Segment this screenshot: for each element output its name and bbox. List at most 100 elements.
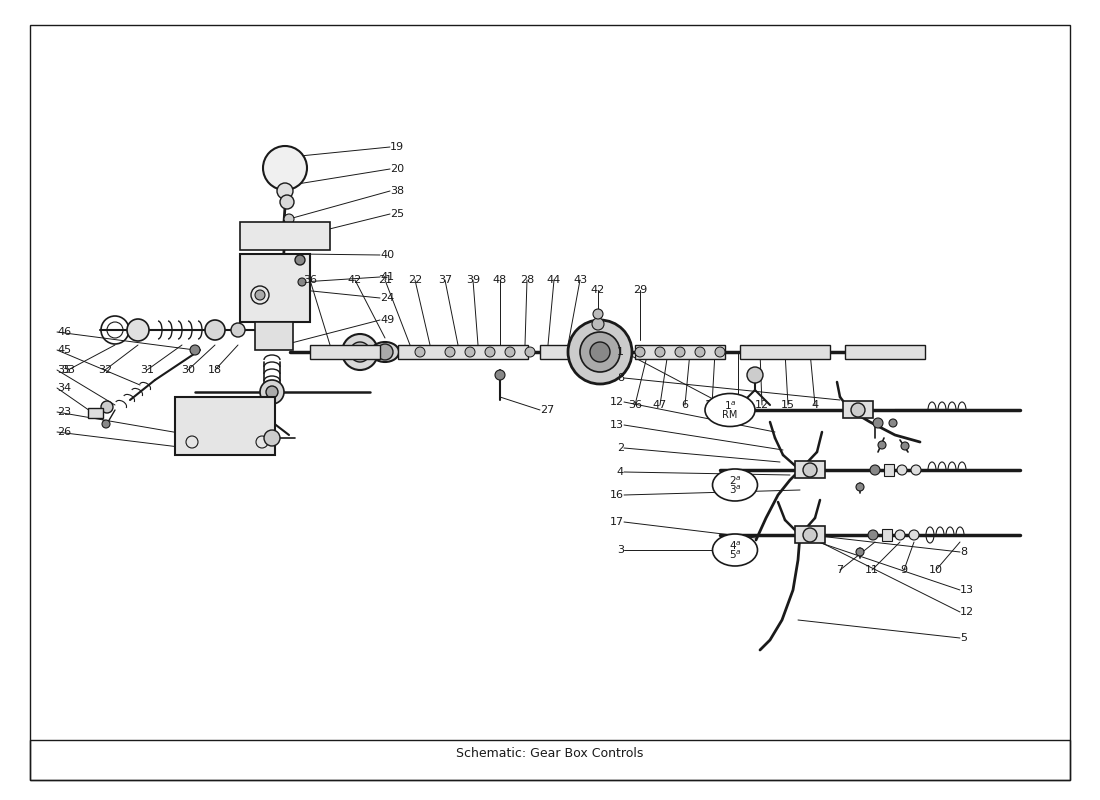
Circle shape	[505, 347, 515, 357]
Text: 21: 21	[378, 275, 392, 285]
Circle shape	[695, 347, 705, 357]
Circle shape	[377, 344, 393, 360]
Bar	[398, 345, 528, 359]
Text: 41: 41	[379, 272, 394, 282]
Text: $3^a$: $3^a$	[728, 484, 741, 496]
Text: 45: 45	[57, 345, 72, 355]
Bar	[310, 345, 380, 359]
Circle shape	[101, 401, 113, 413]
Text: 1: 1	[617, 347, 624, 357]
Circle shape	[415, 347, 425, 357]
Circle shape	[911, 465, 921, 475]
Text: 27: 27	[540, 405, 554, 415]
Text: 12: 12	[960, 607, 975, 617]
Circle shape	[909, 530, 918, 540]
Bar	[740, 345, 830, 359]
Circle shape	[878, 441, 886, 449]
Circle shape	[260, 380, 284, 404]
Circle shape	[350, 342, 370, 362]
Text: 44: 44	[547, 275, 561, 285]
Bar	[882, 529, 892, 541]
Text: 30: 30	[182, 365, 195, 375]
Text: 25: 25	[390, 209, 404, 219]
Circle shape	[901, 442, 909, 450]
Circle shape	[298, 278, 306, 286]
Circle shape	[284, 214, 294, 224]
Text: 9: 9	[901, 565, 908, 575]
Text: 12: 12	[609, 397, 624, 407]
Text: 3: 3	[617, 545, 624, 555]
Text: 28: 28	[520, 275, 535, 285]
Circle shape	[266, 386, 278, 398]
Bar	[843, 401, 873, 418]
Text: 12: 12	[755, 400, 769, 410]
Circle shape	[889, 419, 896, 427]
Ellipse shape	[705, 394, 755, 426]
Bar	[175, 397, 275, 455]
Text: $5^a$: $5^a$	[728, 549, 741, 562]
Text: 20: 20	[390, 164, 404, 174]
Text: 17: 17	[609, 517, 624, 527]
Text: 8: 8	[960, 547, 967, 557]
Circle shape	[896, 465, 907, 475]
Circle shape	[675, 347, 685, 357]
Text: 14: 14	[705, 400, 719, 410]
Ellipse shape	[713, 469, 758, 501]
Circle shape	[856, 548, 864, 556]
Text: 36: 36	[628, 400, 642, 410]
Text: 39: 39	[466, 275, 480, 285]
Bar	[884, 464, 894, 476]
Text: 32: 32	[98, 365, 112, 375]
Circle shape	[295, 255, 305, 265]
Text: 40: 40	[379, 250, 394, 260]
Bar	[88, 408, 103, 418]
Text: 26: 26	[57, 427, 72, 437]
Text: 38: 38	[390, 186, 404, 196]
Circle shape	[590, 342, 610, 362]
Text: 31: 31	[140, 365, 154, 375]
Circle shape	[592, 318, 604, 330]
Circle shape	[851, 403, 865, 417]
Circle shape	[593, 309, 603, 319]
Circle shape	[803, 528, 817, 542]
Circle shape	[280, 195, 294, 209]
Circle shape	[231, 323, 245, 337]
Text: 5: 5	[960, 633, 967, 643]
Bar	[795, 461, 825, 478]
Circle shape	[102, 420, 110, 428]
Text: 13: 13	[732, 400, 745, 410]
Text: 16: 16	[610, 490, 624, 500]
Circle shape	[654, 347, 666, 357]
Circle shape	[342, 334, 378, 370]
Text: 33: 33	[60, 365, 75, 375]
Text: 4: 4	[617, 467, 624, 477]
Circle shape	[255, 290, 265, 300]
Text: 42: 42	[591, 285, 605, 295]
Text: 18: 18	[208, 365, 222, 375]
Text: 19: 19	[390, 142, 404, 152]
Circle shape	[635, 347, 645, 357]
Text: 37: 37	[438, 275, 452, 285]
Circle shape	[868, 530, 878, 540]
Ellipse shape	[371, 342, 399, 362]
Text: 10: 10	[930, 565, 943, 575]
Text: 29: 29	[632, 285, 647, 295]
Circle shape	[873, 418, 883, 428]
Text: $2^a$: $2^a$	[728, 475, 741, 487]
Ellipse shape	[713, 534, 758, 566]
Text: 13: 13	[960, 585, 974, 595]
Circle shape	[495, 370, 505, 380]
Circle shape	[870, 465, 880, 475]
Text: 7: 7	[836, 565, 844, 575]
Text: 6: 6	[682, 400, 689, 410]
Circle shape	[856, 483, 864, 491]
Text: RM: RM	[723, 410, 738, 420]
Bar	[795, 526, 825, 543]
Text: $1^a$: $1^a$	[724, 400, 736, 412]
Circle shape	[205, 320, 225, 340]
Circle shape	[568, 320, 632, 384]
Circle shape	[747, 367, 763, 383]
Text: 47: 47	[653, 400, 667, 410]
Circle shape	[264, 430, 280, 446]
Circle shape	[277, 183, 293, 199]
